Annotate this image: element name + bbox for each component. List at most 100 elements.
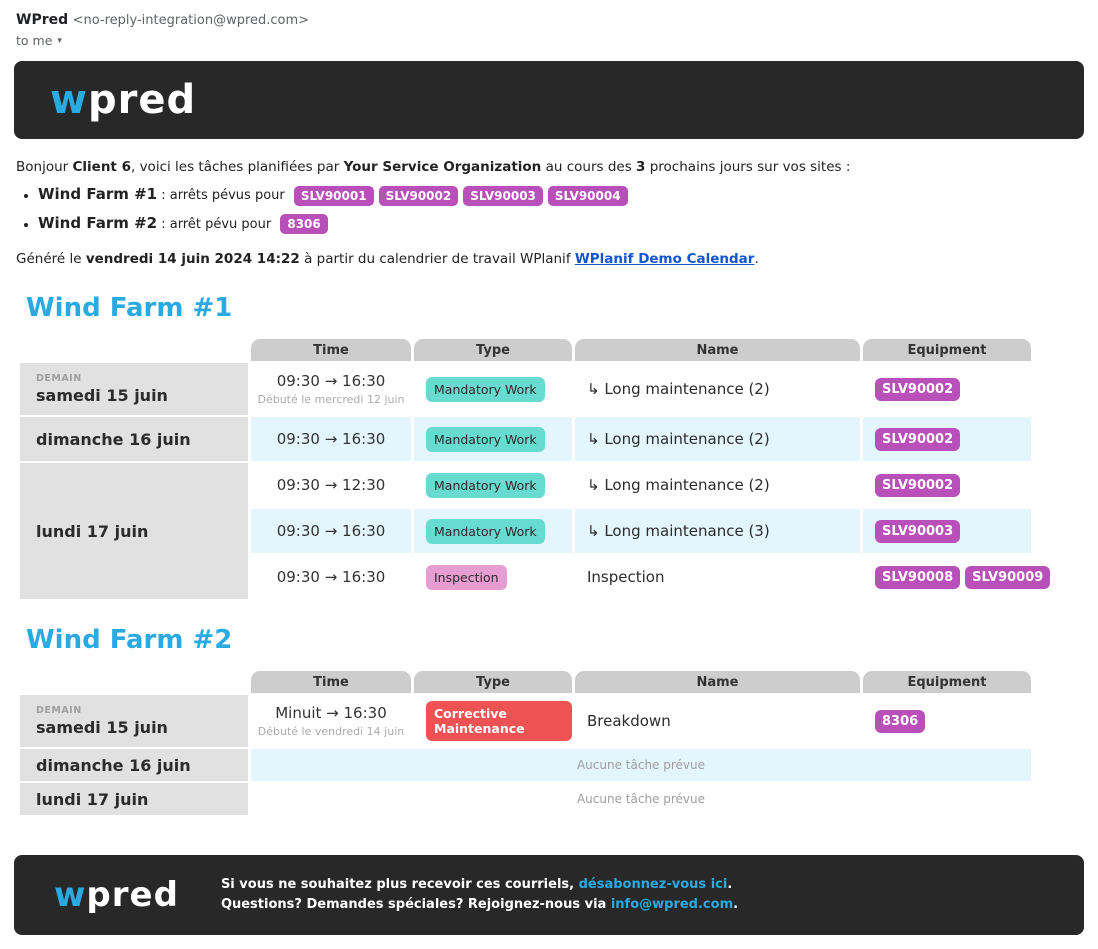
column-header-time: Time	[251, 339, 411, 361]
site-text: : arrêts pévus pour	[157, 188, 285, 203]
equipment-badge: SLV90003	[875, 519, 961, 543]
intro-suffix: prochains jours sur vos sites :	[645, 159, 851, 175]
type-badge: Mandatory Work	[426, 518, 545, 544]
column-header-equipment: Equipment	[863, 671, 1031, 693]
sender-name: WPred	[16, 12, 69, 28]
equipment-cell: SLV90002	[863, 463, 1031, 507]
type-badge: Mandatory Work	[426, 426, 545, 452]
recipient-dropdown[interactable]: to me ▾	[16, 33, 62, 48]
type-badge: Corrective Maintenance	[426, 701, 572, 741]
calendar-link[interactable]: WPlanif Demo Calendar	[574, 251, 755, 267]
logo-letters-pred: pred	[86, 875, 179, 915]
equipment-cell: SLV90008 SLV90009	[863, 555, 1051, 599]
contact-email-link[interactable]: info@wpred.com	[610, 897, 734, 912]
wpred-logo-footer: wpred	[54, 878, 179, 912]
time-note: Débuté le mercredi 12 juin	[257, 393, 405, 406]
generated-datetime: vendredi 14 juin 2024 14:22	[85, 251, 300, 267]
time-range: Minuit → 16:30	[275, 704, 387, 722]
time-range: 09:30 → 12:30	[276, 476, 386, 494]
contact-suffix: .	[733, 897, 739, 912]
logo-letter-w: w	[50, 77, 88, 123]
time-cell: 09:30 → 12:30	[251, 463, 411, 507]
message-header: WPred <no-reply-integration@wpred.com> t…	[0, 0, 1098, 53]
type-cell: Corrective Maintenance	[414, 695, 572, 747]
org-name: Your Service Organization	[343, 159, 542, 175]
time-cell: 09:30 → 16:30	[251, 555, 411, 599]
equipment-badge: SLV90002	[378, 185, 459, 206]
time-note: Débuté le vendredi 14 juin	[257, 725, 405, 738]
date-label: dimanche 16 juin	[36, 429, 191, 449]
equipment-cell: SLV90002	[863, 363, 1031, 415]
no-task-cell: Aucune tâche prévue	[251, 783, 1031, 815]
column-header-name: Name	[575, 671, 860, 693]
wpred-logo: wpred	[50, 80, 196, 120]
date-cell-lundi: lundi 17 juin	[20, 463, 248, 599]
site-name: Wind Farm #1	[38, 185, 158, 203]
time-range: 09:30 → 16:30	[276, 522, 386, 540]
logo-letters-pred: pred	[87, 77, 197, 123]
generated-prefix: Généré le	[16, 251, 86, 267]
equipment-cell: SLV90003	[863, 509, 1031, 553]
list-item: Wind Farm #2 : arrêt pévu pour 8306	[38, 214, 1098, 234]
equipment-badge: SLV90002	[875, 377, 961, 401]
task-name-cell: ↳ Long maintenance (2)	[575, 417, 860, 461]
equipment-cell: 8306	[863, 695, 1031, 747]
section-title-farm1: Wind Farm #1	[26, 293, 233, 323]
type-badge: Mandatory Work	[426, 376, 545, 402]
type-cell: Mandatory Work	[414, 417, 572, 461]
farm1-task-table: Time Type Name Equipment DEMAIN samedi 1…	[20, 339, 1098, 599]
task-name-cell: Breakdown	[575, 695, 860, 747]
sender-address: <no-reply-integration@wpred.com>	[72, 13, 310, 28]
tomorrow-label: DEMAIN	[36, 705, 82, 716]
chevron-down-icon: ▾	[57, 35, 62, 46]
time-cell: 09:30 → 16:30	[251, 417, 411, 461]
date-label: dimanche 16 juin	[36, 755, 191, 775]
time-cell: 09:30 → 16:30	[251, 509, 411, 553]
type-badge: Inspection	[426, 564, 507, 590]
brand-header-bar: wpred	[14, 61, 1084, 139]
client-name: Client 6	[72, 159, 131, 175]
date-label: samedi 15 juin	[36, 386, 168, 405]
type-cell: Mandatory Work	[414, 463, 572, 507]
unsubscribe-text: Si vous ne souhaitez plus recevoir ces c…	[220, 877, 579, 892]
site-text: : arrêt pévu pour	[157, 216, 272, 232]
sender-line: WPred <no-reply-integration@wpred.com>	[16, 12, 1082, 28]
days-count: 3	[636, 159, 646, 175]
greeting-text: Bonjour	[16, 159, 73, 175]
intro-mid2: au cours des	[541, 159, 637, 175]
column-header-name: Name	[575, 339, 860, 361]
footer-bar: wpred Si vous ne souhaitez plus recevoir…	[14, 855, 1084, 935]
date-label: lundi 17 juin	[36, 521, 149, 541]
time-cell: Minuit → 16:30 Débuté le vendredi 14 jui…	[251, 695, 411, 747]
type-badge: Mandatory Work	[426, 472, 545, 498]
type-cell: Mandatory Work	[414, 363, 572, 415]
equipment-badge: SLV90008	[875, 565, 961, 589]
equipment-badge: 8306	[280, 214, 328, 234]
task-name-cell: ↳ Long maintenance (2)	[575, 363, 860, 415]
equipment-badge: SLV90001	[293, 185, 374, 206]
task-name-cell: ↳ Long maintenance (2)	[575, 463, 860, 507]
date-cell-dimanche: dimanche 16 juin	[20, 749, 248, 781]
generated-suffix: .	[754, 251, 759, 267]
equipment-badge: SLV90003	[463, 185, 543, 206]
equipment-badge: 8306	[875, 709, 926, 733]
column-header-equipment: Equipment	[863, 339, 1031, 361]
section-title-farm2: Wind Farm #2	[26, 625, 233, 655]
generated-mid: à partir du calendrier de travail WPlani…	[299, 251, 575, 267]
list-item: Wind Farm #1 : arrêts pévus pour SLV9000…	[38, 185, 1098, 206]
time-range: 09:30 → 16:30	[276, 372, 386, 390]
time-range: 09:30 → 16:30	[276, 568, 386, 586]
date-label: samedi 15 juin	[36, 718, 168, 737]
sites-summary-list: Wind Farm #1 : arrêts pévus pour SLV9000…	[20, 185, 1098, 234]
task-name-cell: Inspection	[575, 555, 860, 599]
type-cell: Inspection	[414, 555, 572, 599]
type-cell: Mandatory Work	[414, 509, 572, 553]
date-cell-dimanche: dimanche 16 juin	[20, 417, 248, 461]
column-header-type: Type	[414, 671, 572, 693]
date-cell-samedi: DEMAIN samedi 15 juin	[20, 695, 248, 747]
column-header-type: Type	[414, 339, 572, 361]
no-task-cell: Aucune tâche prévue	[251, 749, 1031, 781]
footer-text: Si vous ne souhaitez plus recevoir ces c…	[221, 875, 738, 915]
unsubscribe-link[interactable]: désabonnez-vous ici	[578, 877, 728, 892]
equipment-badge: SLV90009	[965, 565, 1051, 589]
